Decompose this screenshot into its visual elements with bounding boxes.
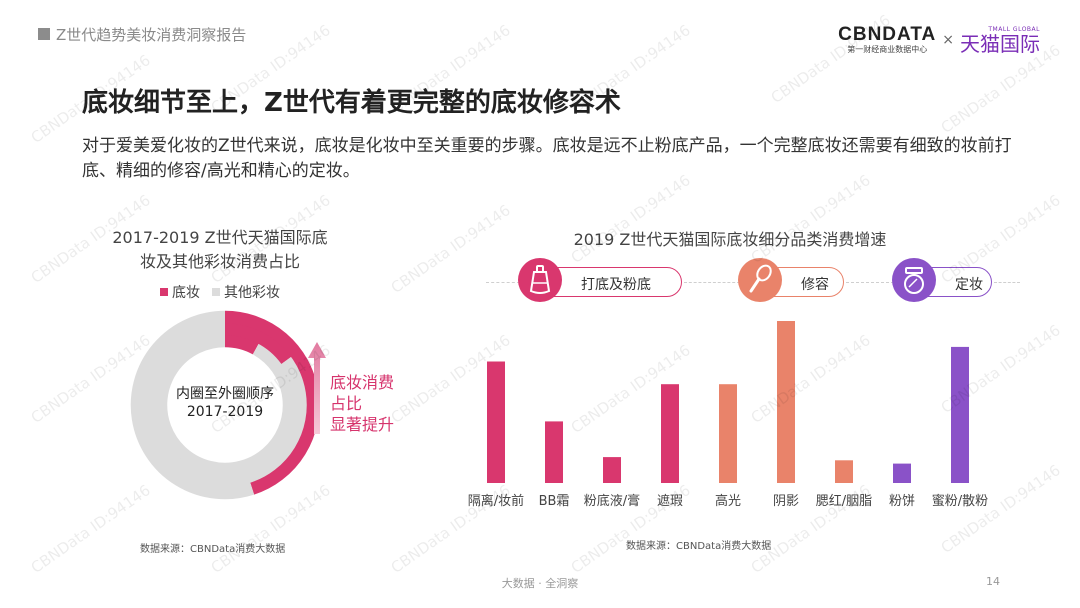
bar-category-label: 隔离/妆前: [468, 493, 524, 509]
legend-item-other-makeup: 其他彩妆: [212, 282, 280, 302]
donut-center-label: 内圈至外圈顺序 2017-2019: [145, 385, 305, 421]
group-divider-line: [486, 282, 520, 283]
donut-chart: [130, 310, 320, 500]
donut-segment-2017-foundation: [224, 334, 259, 355]
share-increase-note-line3: 显著提升: [330, 415, 395, 434]
group-divider-line: [684, 282, 740, 283]
legend-swatch-other-makeup: [212, 288, 220, 296]
donut-segment-2018-foundation: [224, 322, 292, 365]
bar-data-source: 数据来源：CBNData消费大数据: [626, 541, 772, 552]
report-name: Z世代趋势美妆消费洞察报告: [56, 26, 247, 44]
tmall-global-logo-small: TMALL GLOBAL: [988, 25, 1040, 33]
donut-chart-title-line2: 妆及其他彩妆消费占比: [139, 252, 300, 271]
bar-category-label: 粉底液/膏: [584, 493, 640, 509]
rise-arrow-icon: [308, 342, 326, 434]
makeup-brush-icon: [738, 258, 782, 302]
bar-category-label: 蜜粉/散粉: [932, 494, 988, 509]
donut-segment-2017-other: [154, 334, 296, 476]
donut-segment-2018-other: [142, 322, 308, 488]
brand-logos: CBNDATA 第一财经商业数据中心 × TMALL GLOBAL 天猫国际: [838, 20, 1040, 60]
page-number: 14: [986, 575, 1000, 588]
bar-0: [487, 361, 505, 483]
donut-segment-2019-other: [130, 310, 255, 500]
tmall-global-logo-text: 天猫国际: [960, 31, 1040, 56]
brand-separator: ×: [942, 32, 954, 48]
legend-swatch-foundation: [160, 288, 168, 296]
bar-2: [603, 457, 621, 483]
group-divider-line: [994, 282, 1020, 283]
bar-category-label: 阴影: [773, 494, 799, 509]
bar-category-label: 腮红/胭脂: [816, 493, 872, 509]
donut-center-line2: 2017-2019: [186, 404, 264, 420]
tmall-global-logo: TMALL GLOBAL 天猫国际: [960, 26, 1040, 55]
bar-chart-title: 2019 Z世代天猫国际底妆细分品类消费增速: [573, 230, 887, 249]
cbndata-logo: CBNDATA 第一财经商业数据中心: [838, 25, 936, 55]
bar-category-label: 遮瑕: [657, 493, 683, 509]
page-title: 底妆细节至上，Z世代有着更完整的底妆修容术: [82, 88, 621, 118]
bar-3: [661, 384, 679, 483]
share-increase-note-line1: 底妆消费: [330, 373, 395, 392]
bar-6: [835, 460, 853, 483]
legend-item-foundation: 底妆: [160, 282, 200, 302]
legend-label-foundation: 底妆: [172, 285, 200, 301]
legend-label-other-makeup: 其他彩妆: [224, 285, 280, 301]
group-divider-line: [846, 282, 894, 283]
foundation-bottle-icon: [518, 258, 562, 302]
bar-8: [951, 346, 969, 483]
group-label-setting-text: 定妆: [955, 277, 983, 293]
bar-category-label: 高光: [715, 493, 741, 509]
share-increase-note: 底妆消费 占比 显著提升: [330, 372, 394, 435]
donut-legend: 底妆 其他彩妆: [160, 282, 280, 302]
bar-chart: 隔离/妆前 BB霜 粉底液/膏 遮瑕 高光 阴影 腮红/胭脂 粉饼 蜜粉/散粉: [468, 321, 988, 509]
group-label-foundation-text: 打底及粉底: [581, 277, 651, 293]
footer-tagline: 大数据 · 全洞察: [501, 577, 579, 590]
cbndata-logo-text: CBNDATA: [838, 24, 937, 45]
watermark-text: CBNData ID:94146: [747, 171, 874, 267]
group-label-contour-text: 修容: [801, 277, 829, 293]
bar-category-label: 粉饼: [889, 494, 915, 509]
donut-center-line1: 内圈至外圈顺序: [176, 386, 274, 402]
bar-category-label: BB霜: [539, 494, 570, 509]
donut-chart-title: 2017-2019 Z世代天猫国际底 妆及其他彩妆消费占比: [102, 226, 338, 274]
bar-1: [545, 421, 563, 483]
bar-5: [777, 321, 795, 483]
powder-compact-icon: [892, 258, 936, 302]
donut-data-source: 数据来源：CBNData消费大数据: [140, 544, 286, 555]
bar-7: [893, 463, 911, 483]
donut-chart-title-line1: 2017-2019 Z世代天猫国际底: [112, 228, 328, 247]
intro-paragraph: 对于爱美爱化妆的Z世代来说，底妆是化妆中至关重要的步骤。底妆是远不止粉底产品，一…: [82, 136, 1012, 181]
cbndata-logo-subtext: 第一财经商业数据中心: [847, 45, 928, 54]
donut-segment-2019-foundation: [224, 310, 320, 495]
watermark-text: CBNData ID:94146: [567, 171, 694, 267]
report-square-mark: [38, 28, 50, 40]
bar-4: [719, 384, 737, 483]
share-increase-note-line2: 占比: [330, 394, 363, 413]
